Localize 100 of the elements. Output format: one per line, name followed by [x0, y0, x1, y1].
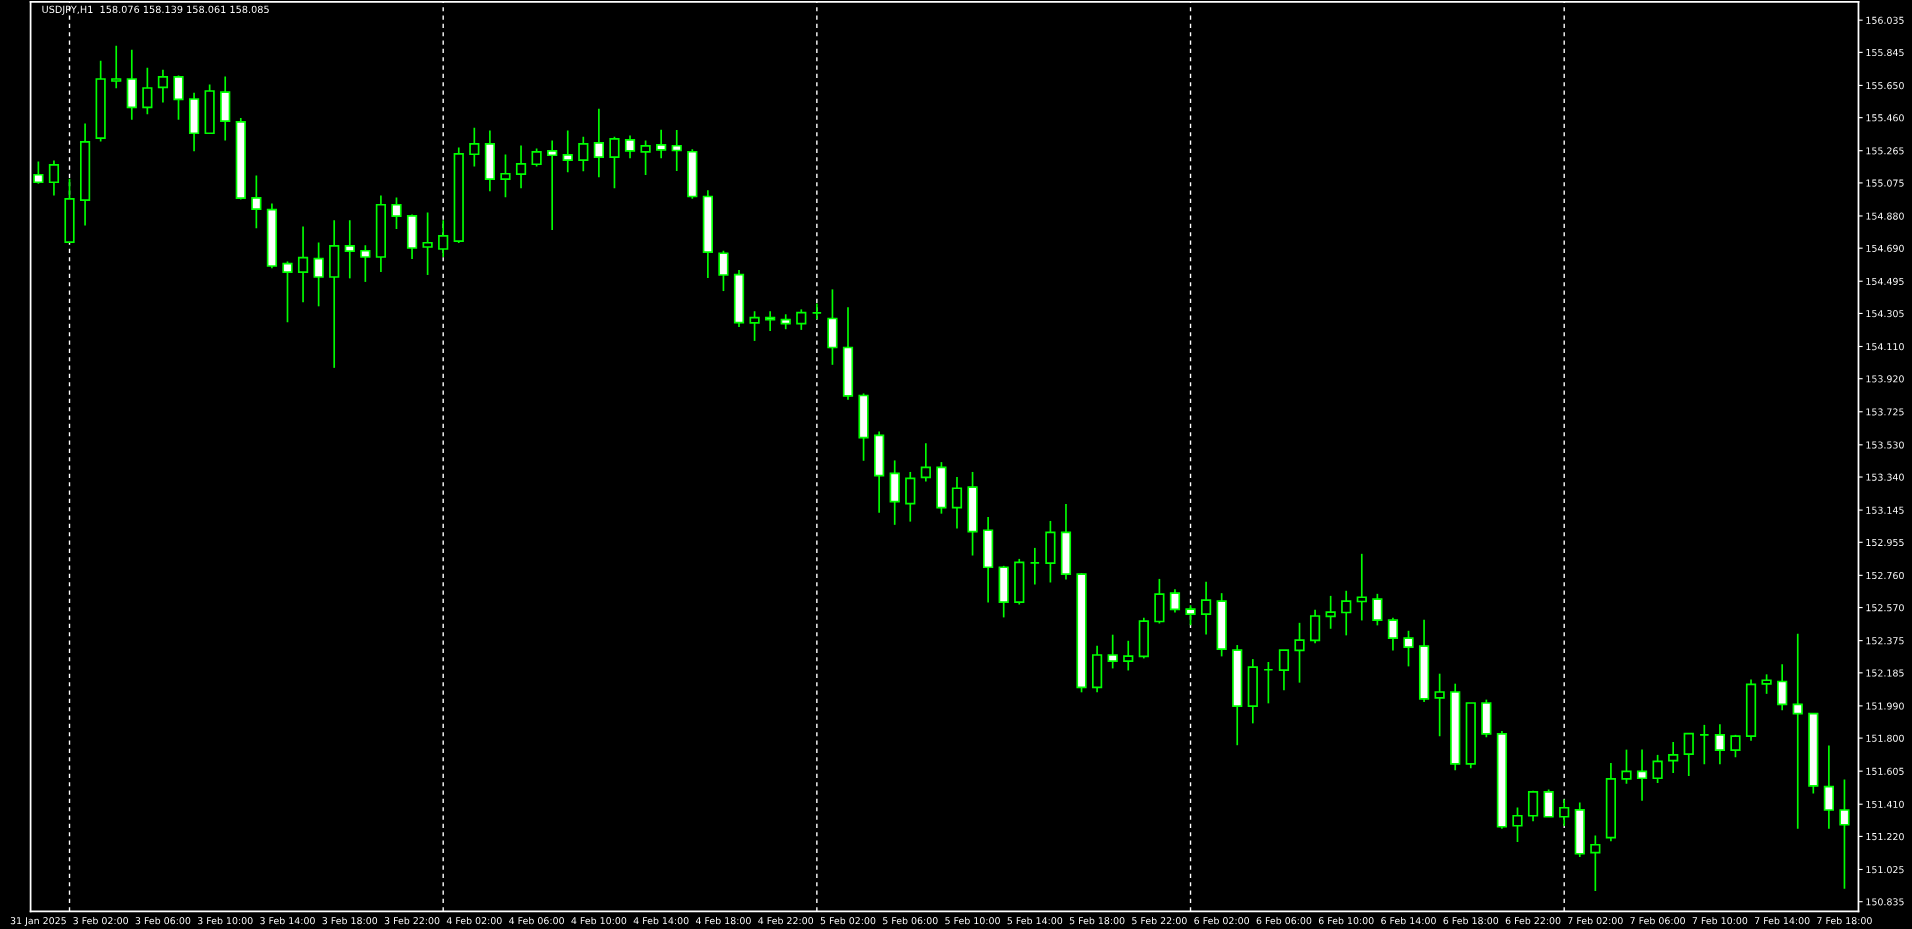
- candlestick: [1107, 633, 1118, 670]
- candlestick: [1403, 629, 1414, 668]
- y-tick-label: 155.460: [1866, 114, 1904, 122]
- candlestick: [1341, 589, 1352, 637]
- candlestick: [593, 107, 604, 178]
- y-tick-label: 154.690: [1866, 244, 1904, 252]
- x-tick-label: 6 Feb 18:00: [1443, 916, 1499, 925]
- y-tick-label: 153.530: [1866, 441, 1904, 449]
- candlestick: [1559, 798, 1570, 827]
- x-tick-label: 5 Feb 02:00: [820, 916, 876, 925]
- candlestick: [656, 128, 667, 159]
- candlestick: [1621, 748, 1632, 785]
- y-tick-label: 155.845: [1866, 48, 1904, 57]
- candlestick: [1652, 754, 1663, 784]
- x-tick-label: 4 Feb 06:00: [509, 916, 564, 925]
- candlestick: [749, 310, 760, 342]
- y-tick-label: 152.375: [1866, 637, 1904, 645]
- x-tick-label: 7 Feb 10:00: [1692, 916, 1748, 925]
- candlestick: [1325, 595, 1336, 630]
- y-tick-label: 151.800: [1866, 734, 1904, 742]
- candlestick: [111, 44, 122, 90]
- x-tick-label: 4 Feb 02:00: [446, 916, 502, 925]
- candlestick: [1527, 789, 1539, 822]
- x-tick-label: 6 Feb 22:00: [1505, 916, 1561, 925]
- y-tick-label: 151.990: [1866, 702, 1904, 710]
- candlestick: [1123, 639, 1134, 672]
- y-tick-label: 154.495: [1866, 277, 1904, 285]
- x-tick-label: 6 Feb 06:00: [1256, 916, 1312, 925]
- candlestick: [142, 66, 153, 116]
- x-tick-label: 3 Feb 22:00: [384, 916, 440, 925]
- candlestick: [547, 139, 558, 231]
- candlestick: [251, 174, 262, 230]
- candlestick: [422, 211, 433, 276]
- candlestick: [1839, 778, 1850, 890]
- x-tick-label: 7 Feb 06:00: [1630, 916, 1685, 925]
- y-tick-label: 151.410: [1866, 800, 1904, 808]
- candlestick: [609, 135, 620, 189]
- y-tick-label: 155.075: [1866, 179, 1904, 187]
- y-tick-label: 153.145: [1866, 506, 1904, 514]
- candlestick: [1387, 616, 1399, 652]
- candlestick: [33, 160, 44, 185]
- candlestick: [1761, 673, 1772, 695]
- x-tick-label: 4 Feb 14:00: [633, 916, 689, 925]
- candlestick: [920, 442, 931, 483]
- x-tick-label: 7 Feb 02:00: [1568, 916, 1623, 925]
- x-tick-label: 3 Feb 10:00: [197, 916, 253, 925]
- candlestick: [1294, 621, 1305, 684]
- candlestick: [718, 249, 729, 292]
- candlestick: [1823, 744, 1834, 830]
- candlestick: [951, 476, 963, 530]
- candlestick: [1668, 741, 1679, 774]
- x-tick-label: 3 Feb 18:00: [322, 916, 378, 925]
- candlestick: [173, 74, 184, 121]
- candlestick: [500, 153, 511, 198]
- y-tick-label: 154.880: [1866, 212, 1904, 220]
- candlestick: [1278, 649, 1290, 692]
- y-tick-label: 154.110: [1866, 343, 1904, 351]
- y-tick-label: 153.920: [1866, 375, 1904, 383]
- x-tick-label: 3 Feb 14:00: [260, 916, 315, 925]
- candlestick: [1714, 723, 1726, 766]
- y-tick-label: 154.305: [1866, 310, 1904, 318]
- candlestick: [1200, 580, 1212, 636]
- y-tick-label: 150.835: [1866, 898, 1904, 906]
- x-tick-label: 4 Feb 22:00: [758, 916, 814, 925]
- x-tick-label: 6 Feb 02:00: [1194, 916, 1250, 925]
- y-tick-label: 152.955: [1866, 538, 1904, 547]
- x-tick-label: 3 Feb 02:00: [73, 916, 128, 925]
- x-tick-label: 5 Feb 18:00: [1069, 916, 1125, 925]
- y-tick-label: 151.025: [1866, 866, 1904, 874]
- x-tick-label: 4 Feb 10:00: [571, 916, 627, 925]
- candlestick: [1636, 748, 1648, 802]
- y-tick-label: 152.760: [1866, 571, 1904, 580]
- chart-title: USDJPY,H1 158.076 158.139 158.061 158.085: [42, 5, 269, 15]
- x-tick-label: 5 Feb 22:00: [1132, 916, 1187, 925]
- y-tick-label: 151.220: [1866, 833, 1904, 841]
- candlestick: [157, 68, 169, 104]
- candlestick: [640, 139, 651, 176]
- candlestick: [469, 126, 480, 168]
- y-tick-label: 155.650: [1866, 82, 1904, 90]
- candlestick: [1792, 633, 1803, 830]
- y-tick-label: 153.340: [1866, 473, 1904, 481]
- candlestick: [578, 135, 589, 173]
- candlestick: [1512, 806, 1523, 843]
- candlestick: [360, 244, 371, 283]
- candlestick: [1590, 834, 1601, 892]
- x-tick-label: 5 Feb 06:00: [883, 916, 938, 925]
- x-tick-label: 31 Jan 2025: [10, 917, 66, 926]
- candlestick: [1777, 663, 1788, 712]
- candlestick: [562, 129, 573, 174]
- candlestick: [671, 129, 682, 172]
- y-tick-label: 152.570: [1866, 604, 1904, 612]
- candlestick: [624, 134, 636, 159]
- candlestick: [297, 225, 309, 304]
- y-tick-label: 152.185: [1866, 669, 1904, 677]
- candlestick: [438, 219, 449, 258]
- x-tick-label: 6 Feb 10:00: [1318, 916, 1374, 925]
- x-tick-label: 3 Feb 06:00: [135, 916, 191, 925]
- candlestick: [313, 241, 324, 308]
- candlestick: [48, 159, 60, 197]
- x-tick-label: 7 Feb 18:00: [1817, 916, 1872, 925]
